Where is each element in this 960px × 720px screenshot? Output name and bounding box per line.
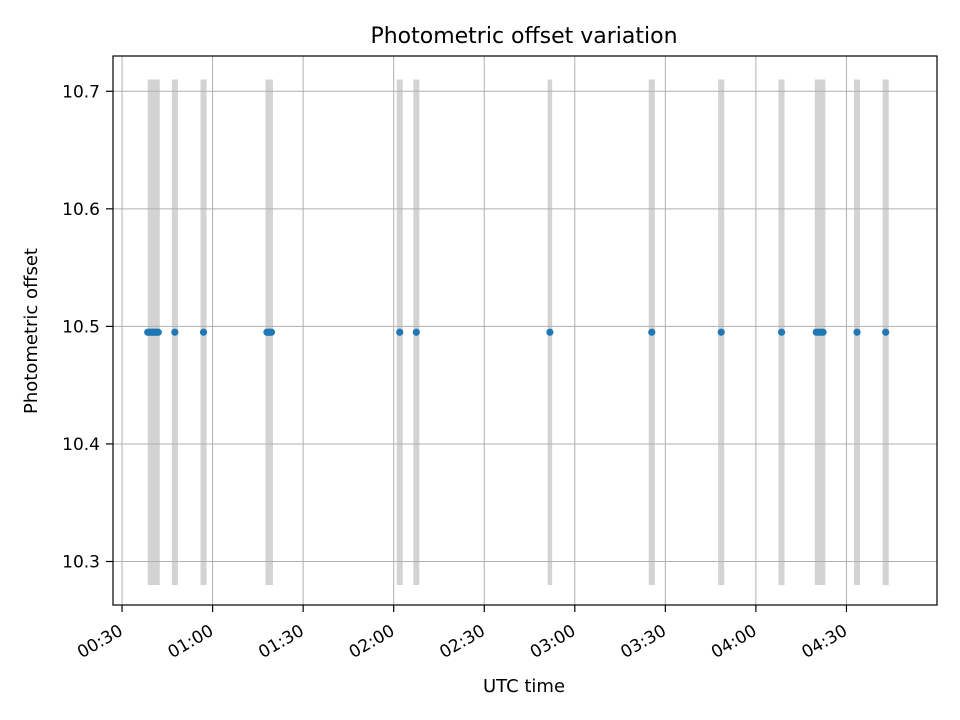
x-tick-label-2: 01:00 <box>165 621 217 663</box>
y-axis-label: Photometric offset <box>21 248 42 414</box>
y-tick-label-4: 10.6 <box>62 200 100 220</box>
x-tick-label-3: 01:30 <box>255 621 307 663</box>
data-point-25 <box>853 328 861 336</box>
data-point-19 <box>717 328 725 336</box>
y-tick-label-5: 10.7 <box>62 82 100 102</box>
x-tick-label-4: 02:00 <box>346 621 398 663</box>
data-point-8 <box>154 328 162 336</box>
data-point-16 <box>412 328 420 336</box>
data-point-24 <box>819 328 827 336</box>
chart-title: Photometric offset variation <box>370 24 677 49</box>
data-point-10 <box>199 328 208 336</box>
data-point-14 <box>267 328 276 336</box>
y-tick-label-2: 10.4 <box>62 435 100 455</box>
plot-area <box>113 56 937 605</box>
data-point-20 <box>777 328 786 336</box>
data-point-9 <box>171 328 179 336</box>
x-tick-label-6: 03:00 <box>527 621 579 663</box>
data-point-26 <box>882 328 890 336</box>
x-tick-label-5: 02:30 <box>436 621 488 663</box>
x-tick-label-9: 04:30 <box>799 621 851 663</box>
x-axis-label: UTC time <box>483 676 565 697</box>
y-tick-label-1: 10.3 <box>62 553 100 573</box>
data-point-15 <box>396 328 404 336</box>
x-tick-label-7: 03:30 <box>617 621 669 663</box>
data-point-17 <box>546 328 554 336</box>
plot-frame <box>112 55 938 606</box>
x-tick-label-1: 00:30 <box>74 621 126 663</box>
y-tick-label-3: 10.5 <box>62 317 100 337</box>
data-point-18 <box>648 328 656 336</box>
x-tick-label-8: 04:00 <box>708 621 760 663</box>
